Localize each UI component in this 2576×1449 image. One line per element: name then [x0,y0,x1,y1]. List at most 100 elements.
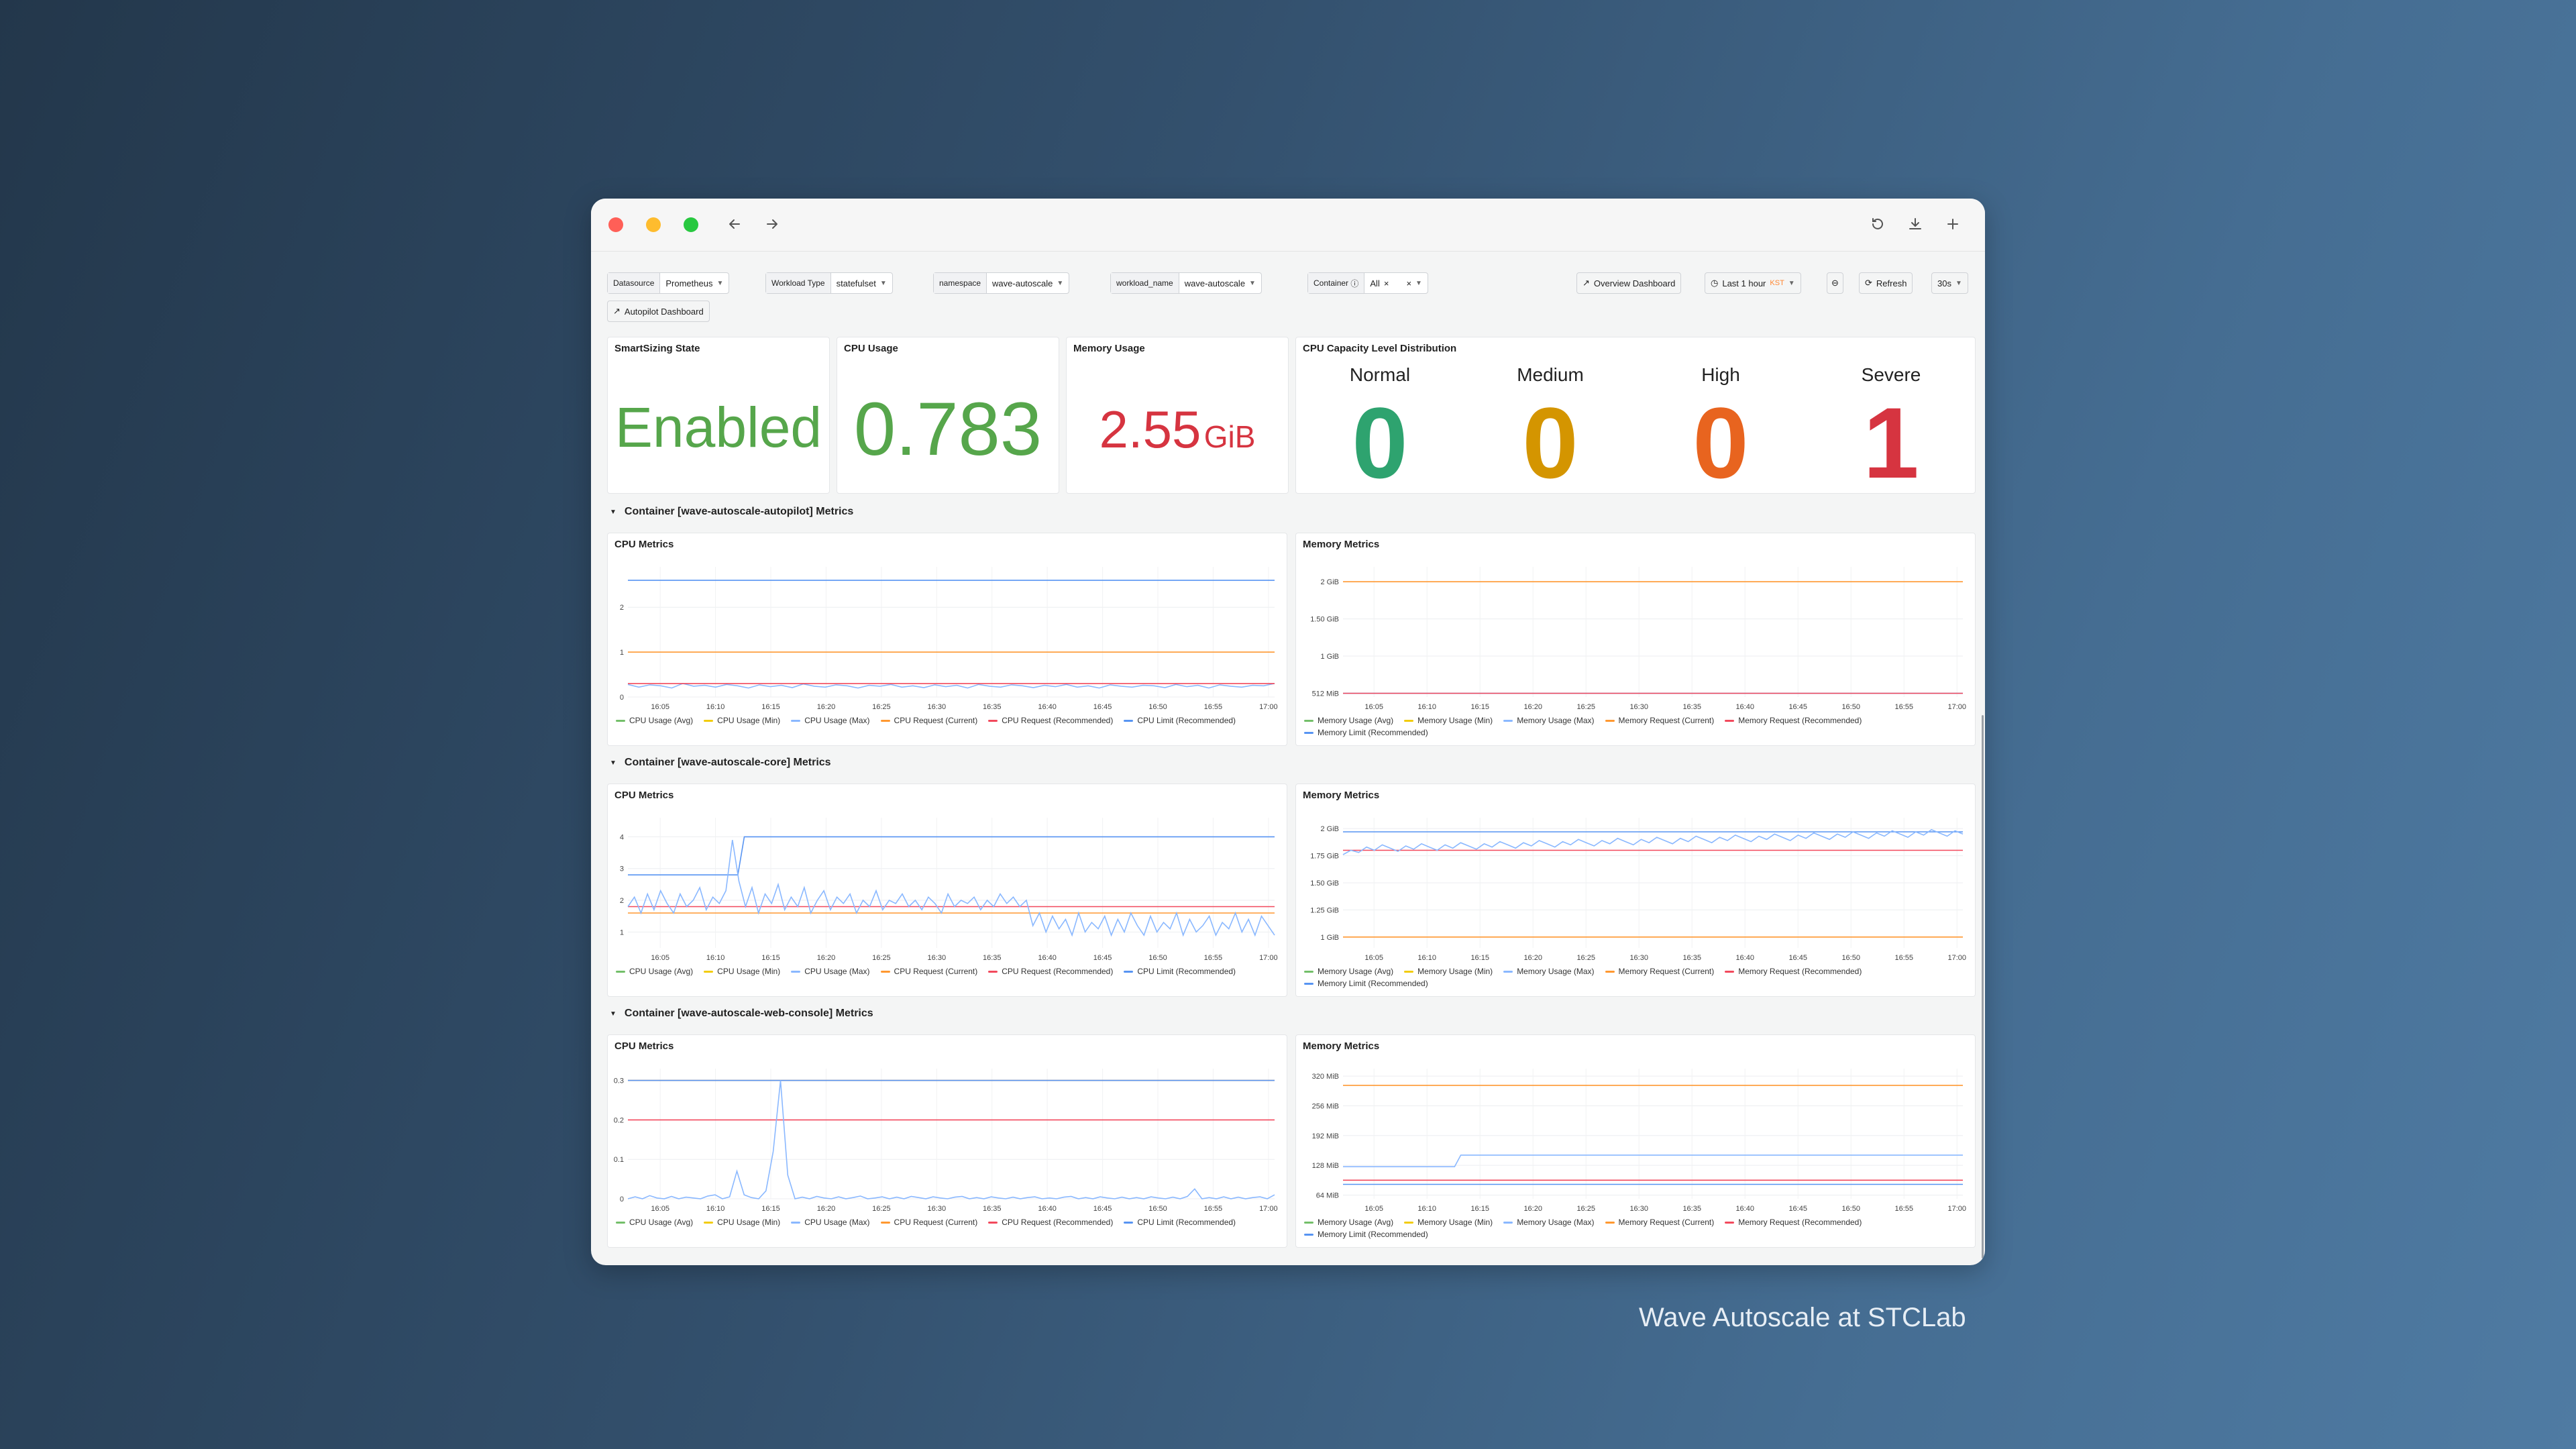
row-header-core[interactable]: ▼ Container [wave-autoscale-core] Metrics [610,757,831,768]
datasource-variable[interactable]: Datasource Prometheus ▼ [607,272,730,294]
legend-item[interactable]: Memory Usage (Min) [1404,1218,1493,1227]
workload-type-variable[interactable]: Workload Type statefulset ▼ [765,272,893,294]
y-tick-label: 1.25 GiB [1310,906,1339,914]
namespace-variable[interactable]: namespace wave-autoscale ▼ [933,272,1070,294]
close-window-button[interactable] [608,217,623,232]
panel-title: CPU Capacity Level Distribution [1303,343,1457,354]
legend-item[interactable]: Memory Request (Recommended) [1725,716,1862,725]
legend-item[interactable]: Memory Usage (Avg) [1304,967,1393,976]
legend-item[interactable]: CPU Usage (Min) [704,716,780,725]
legend-item[interactable]: CPU Request (Current) [880,1218,977,1227]
legend-item[interactable]: CPU Limit (Recommended) [1124,716,1236,725]
legend-label: CPU Usage (Max) [804,716,870,725]
legend-item[interactable]: CPU Request (Current) [880,716,977,725]
x-tick-label: 16:20 [1523,954,1542,962]
legend-item[interactable]: Memory Usage (Max) [1503,1218,1595,1227]
refresh-button[interactable]: ⟳ Refresh [1859,272,1913,294]
workload-type-value: statefulset [836,278,876,288]
container-variable[interactable]: Container ⓘ All × × ▼ [1307,272,1428,294]
chart-title: Memory Metrics [1303,1040,1380,1052]
legend-item[interactable]: Memory Request (Current) [1605,967,1714,976]
arrow-left-icon[interactable] [722,212,747,236]
legend-label: Memory Usage (Avg) [1318,967,1394,976]
legend-item[interactable]: CPU Limit (Recommended) [1124,967,1236,976]
x-tick-label: 16:25 [1576,1205,1595,1213]
y-tick-label: 0.1 [614,1156,624,1164]
legend-item[interactable]: CPU Usage (Avg) [616,967,693,976]
legend-item[interactable]: CPU Usage (Avg) [616,716,693,725]
x-tick-label: 16:15 [761,703,780,711]
x-tick-label: 16:40 [1735,703,1754,711]
legend-swatch [1605,1221,1615,1224]
chart-legend: CPU Usage (Avg) CPU Usage (Min) CPU Usage … [616,716,1260,725]
autopilot-dashboard-button[interactable]: ↗ Autopilot Dashboard [607,301,710,322]
x-tick-label: 16:15 [1470,1205,1489,1213]
x-tick-label: 16:20 [817,1205,836,1213]
plus-icon[interactable] [1941,212,1965,236]
legend-item[interactable]: Memory Limit (Recommended) [1304,728,1428,737]
legend-item[interactable]: Memory Request (Recommended) [1725,967,1862,976]
clear-icon[interactable]: × [1406,278,1412,288]
legend-item[interactable]: Memory Limit (Recommended) [1304,979,1428,988]
x-tick-label: 16:35 [983,954,1002,962]
chart-legend: Memory Usage (Avg) Memory Usage (Min) Memo… [1304,967,1949,988]
zoom-out-icon: ⊖ [1831,278,1839,288]
legend-item[interactable]: CPU Usage (Min) [704,1218,780,1227]
refresh-interval-picker[interactable]: 30s ▼ [1931,272,1968,294]
legend-label: CPU Usage (Avg) [629,716,694,725]
legend-item[interactable]: Memory Usage (Min) [1404,716,1493,725]
series-line-max [1342,828,1964,855]
row-header-autopilot[interactable]: ▼ Container [wave-autoscale-autopilot] Me… [610,506,854,517]
x-tick-label: 16:55 [1894,954,1913,962]
legend-item[interactable]: CPU Limit (Recommended) [1124,1218,1236,1227]
legend-item[interactable]: Memory Usage (Avg) [1304,1218,1393,1227]
legend-item[interactable]: Memory Usage (Min) [1404,967,1493,976]
arrow-right-icon[interactable] [760,212,784,236]
legend-item[interactable]: Memory Usage (Max) [1503,716,1595,725]
legend-item[interactable]: CPU Usage (Max) [791,1218,870,1227]
maximize-window-button[interactable] [684,217,698,232]
legend-swatch [1304,970,1313,973]
workload-name-variable[interactable]: workload_name wave-autoscale ▼ [1110,272,1262,294]
legend-item[interactable]: Memory Request (Current) [1605,716,1714,725]
legend-item[interactable]: Memory Usage (Avg) [1304,716,1393,725]
legend-item[interactable]: Memory Request (Recommended) [1725,1218,1862,1227]
legend-swatch [988,970,998,973]
legend-item[interactable]: CPU Usage (Max) [791,716,870,725]
legend-item[interactable]: Memory Usage (Max) [1503,967,1595,976]
vertical-scrollbar[interactable] [1982,715,1984,1258]
remove-icon[interactable]: × [1383,278,1389,288]
row-header-web-console[interactable]: ▼ Container [wave-autoscale-web-console] … [610,1008,873,1019]
legend-item[interactable]: CPU Request (Current) [880,967,977,976]
x-tick-label: 16:15 [761,954,780,962]
x-tick-label: 16:05 [1364,1205,1383,1213]
download-icon[interactable] [1903,212,1927,236]
legend-label: CPU Limit (Recommended) [1137,1218,1236,1227]
legend-item[interactable]: CPU Usage (Avg) [616,1218,693,1227]
legend-item[interactable]: Memory Limit (Recommended) [1304,1230,1428,1239]
memory-usage-stat: 2.55 GiB [1067,399,1288,460]
legend-item[interactable]: CPU Usage (Min) [704,967,780,976]
legend-item[interactable]: Memory Request (Current) [1605,1218,1714,1227]
chevron-down-icon: ▼ [1788,279,1795,287]
memory-usage-panel: Memory Usage 2.55 GiB [1066,337,1289,494]
x-tick-label: 16:45 [1093,1205,1112,1213]
external-link-icon: ↗ [613,306,621,316]
legend-label: CPU Usage (Min) [717,967,781,976]
reload-icon[interactable] [1866,212,1890,236]
overview-dashboard-button[interactable]: ↗ Overview Dashboard [1576,272,1682,294]
legend-item[interactable]: CPU Request (Recommended) [988,967,1113,976]
time-range-picker[interactable]: ◷ Last 1 hour KST ▼ [1705,272,1801,294]
legend-item[interactable]: CPU Usage (Max) [791,967,870,976]
smartsizing-value: Enabled [614,396,822,459]
legend-swatch [1404,719,1414,722]
x-tick-label: 16:30 [928,703,947,711]
memory-metrics-panel-core: Memory Metrics 1 GiB 1.25 GiB 1.50 GiB 1.75 … [1295,784,1976,997]
legend-item[interactable]: CPU Request (Recommended) [988,1218,1113,1227]
y-tick-label: 1.50 GiB [1310,616,1339,624]
x-tick-label: 16:50 [1841,703,1860,711]
legend-item[interactable]: CPU Request (Recommended) [988,716,1113,725]
minimize-window-button[interactable] [646,217,661,232]
zoom-out-button[interactable]: ⊖ [1827,272,1843,294]
x-tick-label: 17:00 [1947,703,1966,711]
